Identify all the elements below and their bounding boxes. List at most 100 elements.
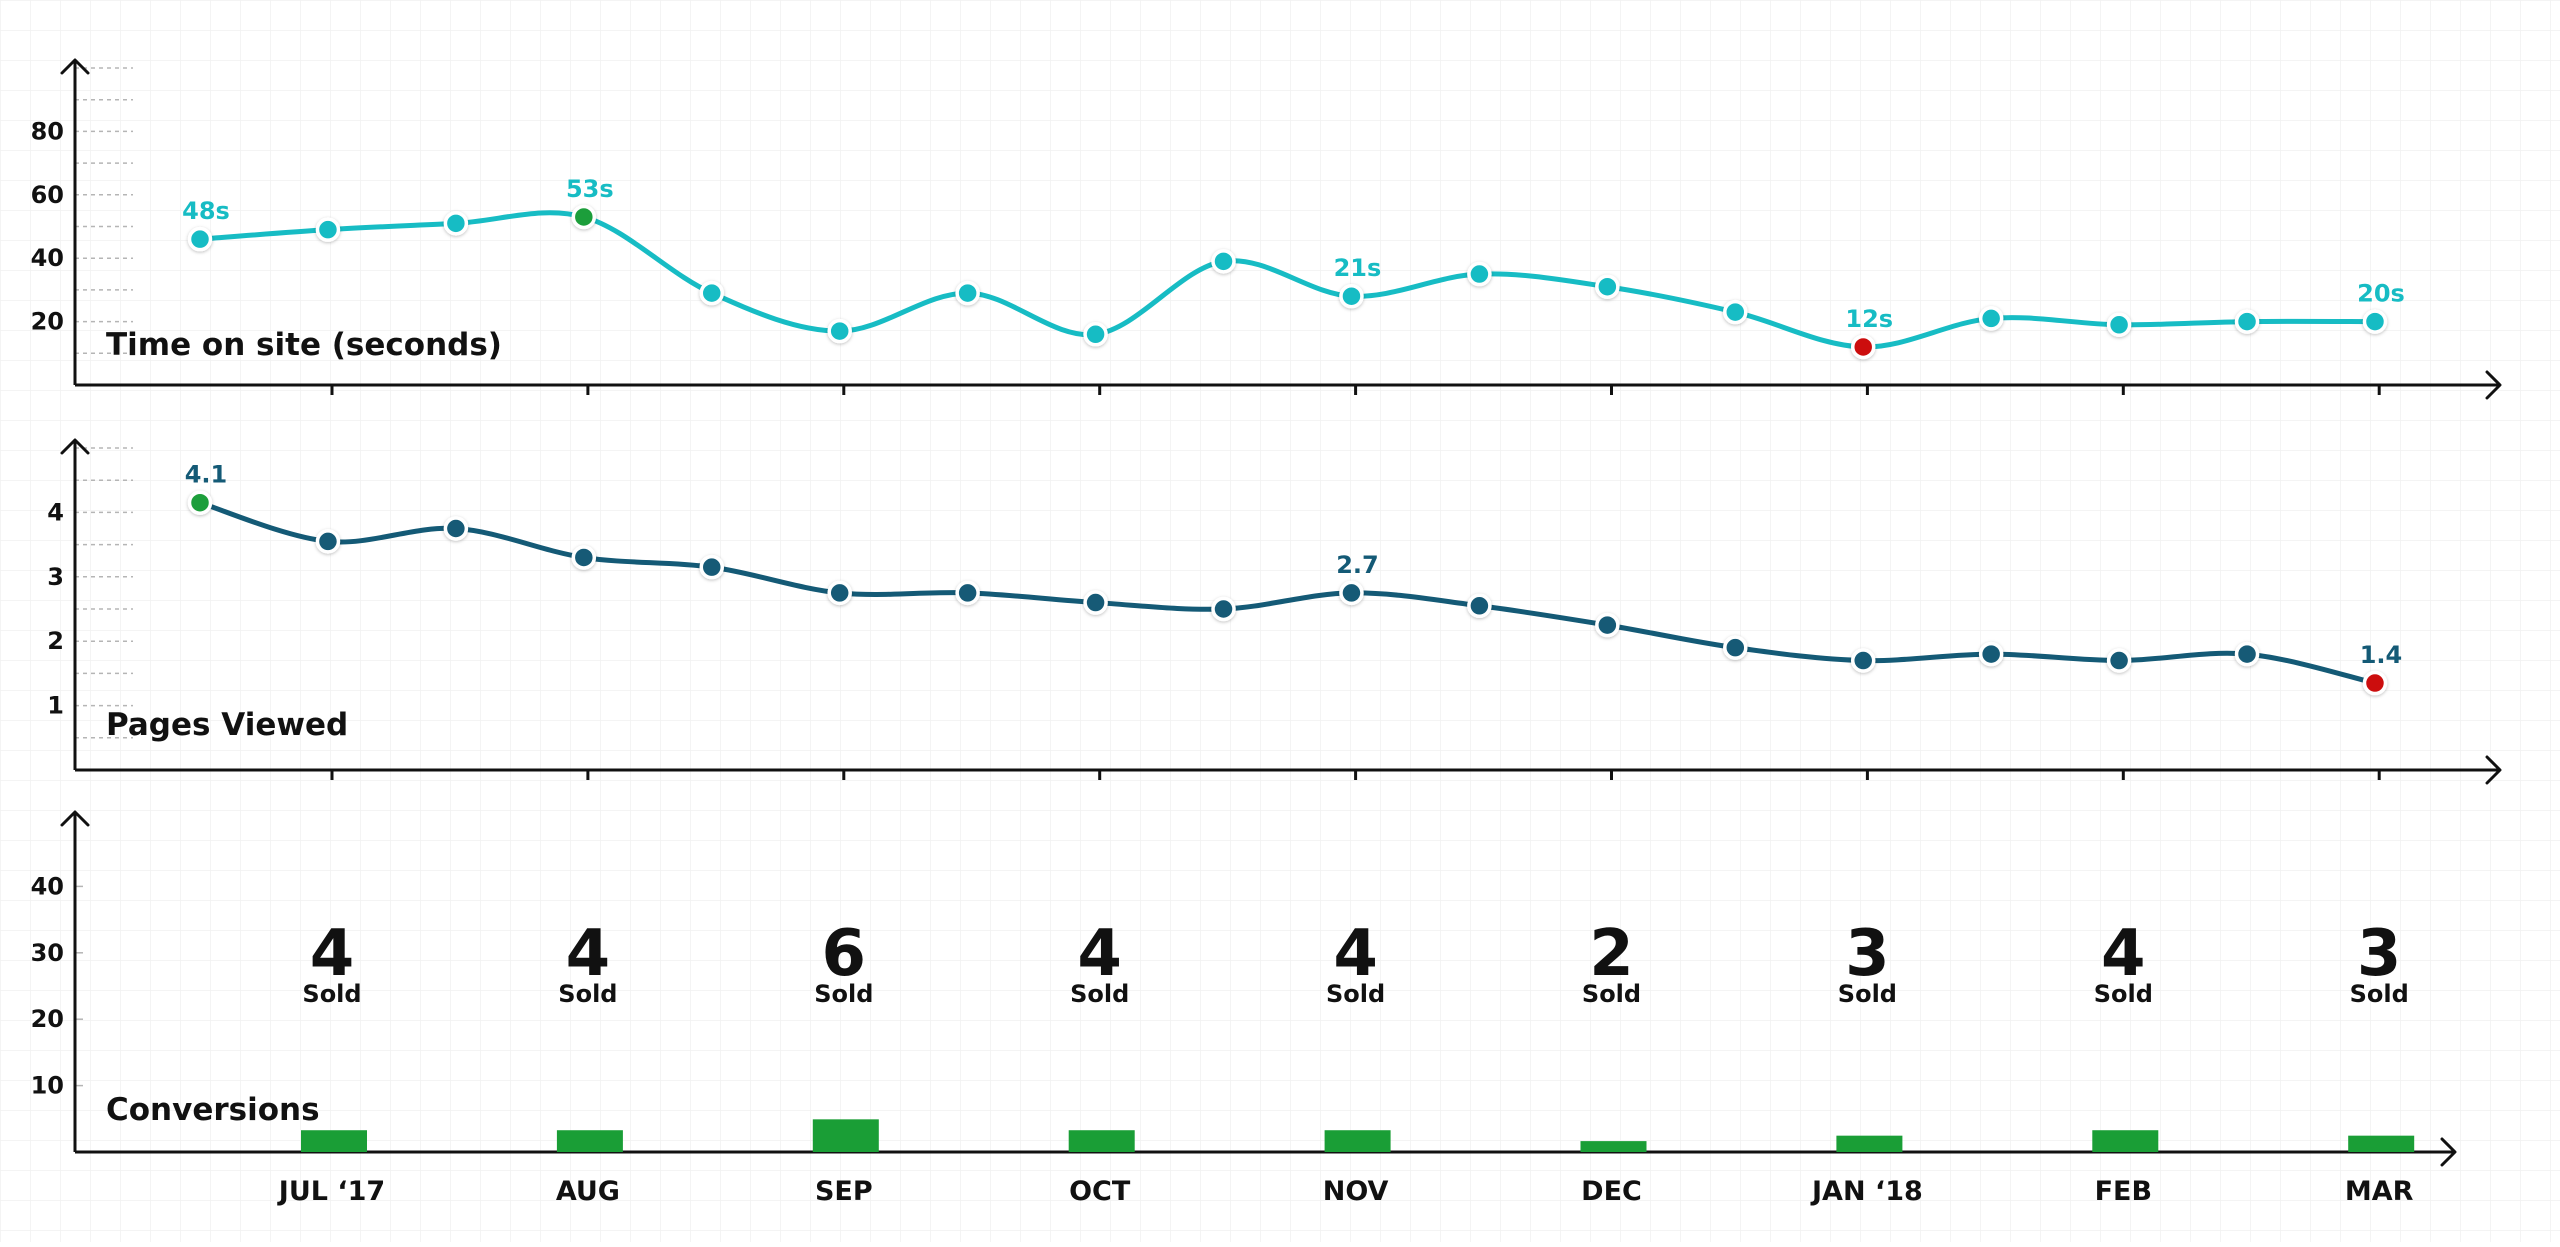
time-point <box>1467 261 1492 287</box>
conversions-y-tick-label: 10 <box>31 1072 64 1100</box>
conversion-sold-label: Sold <box>1326 980 1385 1008</box>
pages-point <box>2106 648 2132 673</box>
pages-x-axis-arrow <box>2485 755 2502 785</box>
x-axis-month-label: NOV <box>1323 1176 1389 1207</box>
conversion-sold-count: 3 <box>2357 917 2402 991</box>
time-data-label: 53s <box>566 175 614 203</box>
conversion-sold-count: 2 <box>1589 917 1634 991</box>
pages-point <box>699 554 725 580</box>
conversion-bar <box>1068 1130 1135 1152</box>
pages-y-tick-label: 3 <box>47 563 64 591</box>
conversion-sold-count: 4 <box>2101 917 2146 991</box>
pages-series-line <box>197 500 2378 686</box>
pages-point <box>1850 648 1876 673</box>
conversion-bar <box>2348 1135 2415 1152</box>
x-axis-month-label: MAR <box>2345 1176 2414 1207</box>
pages-point <box>2234 641 2260 667</box>
conversion-sold-label: Sold <box>2094 980 2153 1008</box>
conversion-sold-label: Sold <box>814 980 873 1008</box>
time-point <box>1595 274 1620 299</box>
pages-point <box>1083 590 1108 615</box>
x-axis-month-label: JAN ‘18 <box>1810 1176 1923 1207</box>
time-point <box>1723 299 1748 325</box>
pages-point <box>1723 635 1748 660</box>
pages-point <box>443 516 469 541</box>
conversions-y-tick-label: 40 <box>31 872 64 900</box>
conversion-bar <box>2092 1130 2159 1152</box>
conversions-y-axis-arrow <box>60 810 90 827</box>
conversions-panel-title: Conversions <box>106 1092 320 1128</box>
time-y-tick-label: 40 <box>31 244 64 272</box>
conversion-sold-label: Sold <box>1838 980 1897 1008</box>
time-data-label: 21s <box>1334 254 1382 282</box>
series-layer <box>187 204 2415 1152</box>
x-axis-month-label: FEB <box>2095 1176 2152 1207</box>
conversion-bar <box>556 1130 623 1152</box>
pages-point <box>955 580 980 606</box>
x-axis-month-label: SEP <box>815 1176 873 1207</box>
pages-point <box>1211 596 1236 622</box>
time-point <box>1211 249 1236 274</box>
conversion-sold-count: 4 <box>1333 917 1378 991</box>
pages-data-label: 4.1 <box>185 461 228 489</box>
conversion-bar <box>1836 1135 1903 1152</box>
conversion-sold-count: 4 <box>1077 917 1122 991</box>
labels-layer: 20 40 60 80 Time on site (seconds) 1 2 3 4 Pages … <box>31 117 2414 1207</box>
conversion-sold-label: Sold <box>302 980 361 1008</box>
pages-y-tick-label: 2 <box>47 627 64 655</box>
conversion-bar <box>1580 1141 1647 1152</box>
pages-point <box>1339 580 1364 606</box>
conversion-sold-count: 4 <box>310 917 355 991</box>
time-y-tick-label: 80 <box>31 117 64 145</box>
time-point <box>1083 322 1108 347</box>
time-point <box>1339 283 1364 309</box>
conversions-y-tick-label: 20 <box>31 1005 64 1033</box>
time-point <box>443 211 469 236</box>
pages-point <box>187 490 213 515</box>
pages-point <box>2362 670 2388 696</box>
pages-data-label: 2.7 <box>1336 551 1379 579</box>
conversion-sold-label: Sold <box>1070 980 1129 1008</box>
pages-y-tick-label: 1 <box>47 692 64 720</box>
time-y-tick-label: 60 <box>31 181 64 209</box>
conversion-sold-count: 6 <box>822 917 867 991</box>
x-axis-month-label: JUL ‘17 <box>277 1176 385 1207</box>
time-point <box>2362 309 2388 334</box>
time-point <box>315 217 341 242</box>
pages-y-axis-arrow <box>60 438 90 455</box>
time-y-tick-label: 20 <box>31 308 64 336</box>
time-point <box>827 318 852 344</box>
pages-data-label: 1.4 <box>2360 641 2403 669</box>
x-axis-month-label: OCT <box>1069 1176 1131 1207</box>
conversion-bar <box>1324 1130 1391 1152</box>
conversion-sold-label: Sold <box>1582 980 1641 1008</box>
conversion-sold-label: Sold <box>2350 980 2409 1008</box>
x-axis-month-label: DEC <box>1581 1176 1642 1207</box>
pages-point <box>315 529 341 554</box>
time-point <box>1978 306 2004 331</box>
pages-y-tick-label: 4 <box>47 498 64 526</box>
pages-panel-title: Pages Viewed <box>106 707 348 743</box>
conversion-sold-label: Sold <box>558 980 617 1008</box>
pages-point <box>827 580 852 606</box>
time-point <box>2234 309 2260 334</box>
time-data-label: 20s <box>2357 280 2405 308</box>
axes-layer <box>60 58 2502 1167</box>
conversion-sold-count: 4 <box>566 917 611 991</box>
time-point <box>699 280 725 306</box>
time-data-label: 12s <box>1845 305 1893 333</box>
conversions-x-axis-arrow <box>2440 1137 2457 1167</box>
time-point <box>187 226 213 252</box>
time-panel-title: Time on site (seconds) <box>106 327 502 363</box>
conversion-sold-count: 3 <box>1845 917 1890 991</box>
x-axis-month-label: AUG <box>556 1176 620 1207</box>
time-y-axis-arrow <box>60 58 90 75</box>
time-data-label: 48s <box>182 197 230 225</box>
time-point <box>1850 334 1876 360</box>
conversion-bar <box>301 1130 367 1152</box>
pages-point <box>1595 612 1620 638</box>
pages-point <box>1467 593 1492 619</box>
time-x-axis-arrow <box>2485 370 2502 400</box>
